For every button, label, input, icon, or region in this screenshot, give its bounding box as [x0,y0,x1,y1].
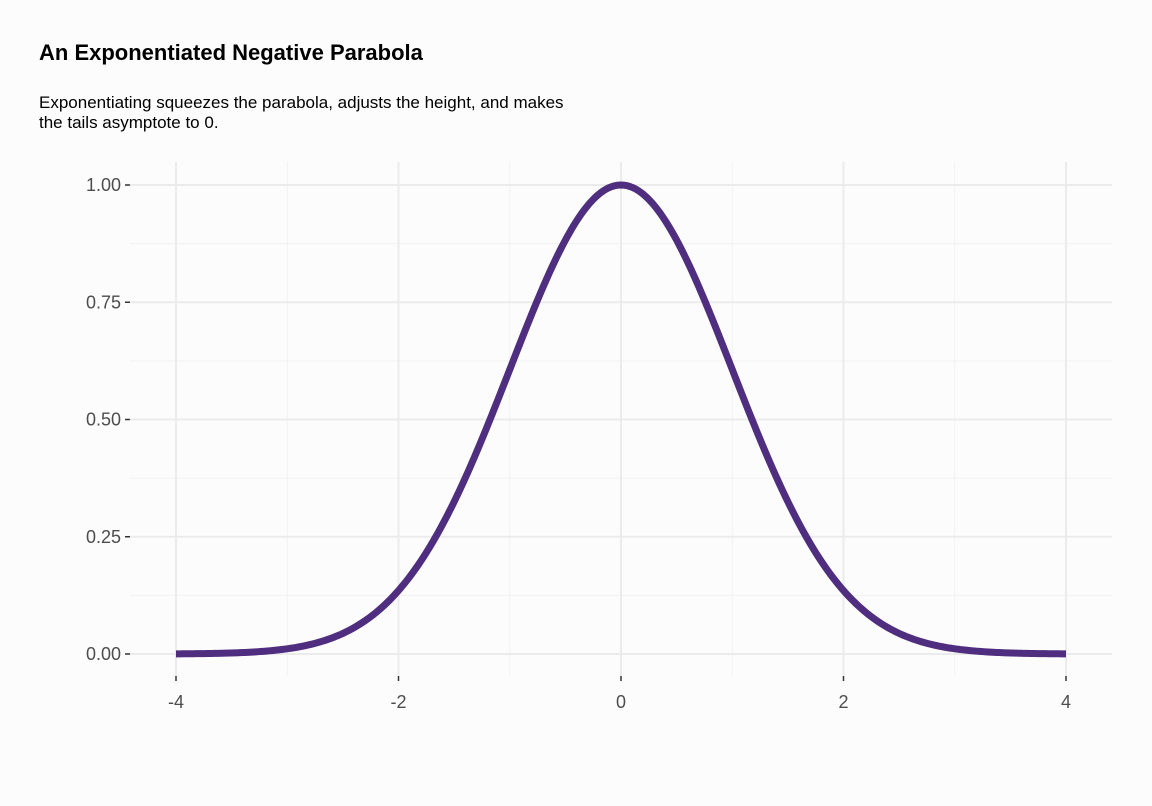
y-tick-label: 1.00 [86,175,121,195]
x-tick-label: 0 [616,692,626,712]
x-tick-label: -4 [168,692,184,712]
y-tick-label: 0.75 [86,292,121,312]
chart-title: An Exponentiated Negative Parabola [39,40,423,65]
series-line-curve [174,181,1068,658]
subtitle-line: Exponentiating squeezes the parabola, ad… [39,93,564,112]
y-tick-label: 0.25 [86,527,121,547]
x-tick-label: 2 [838,692,848,712]
x-tick-label: -2 [390,692,406,712]
x-tick-label: 4 [1061,692,1071,712]
chart-subtitle: Exponentiating squeezes the parabola, ad… [39,93,719,133]
y-tick-label: 0.00 [86,644,121,664]
y-tick-label: 0.50 [86,410,121,430]
subtitle-line: the tails asymptote to 0. [39,113,219,132]
